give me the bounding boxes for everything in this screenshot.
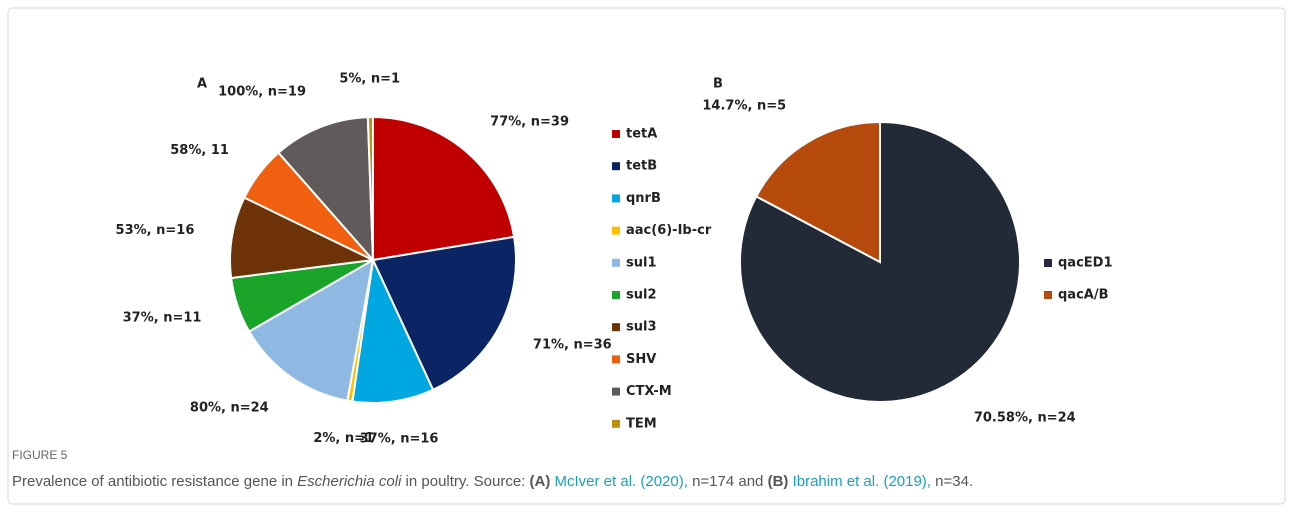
panel-ref: (B): [767, 473, 789, 490]
legend-label: qacED1: [1058, 256, 1113, 271]
legend-swatch: [612, 323, 620, 332]
data-label: 5%, n=1: [339, 72, 400, 87]
legend-label: sul3: [626, 320, 657, 335]
data-label: 37%, n=11: [123, 310, 202, 325]
legend-label: qnrB: [626, 191, 661, 206]
legend-label: SHV: [626, 352, 656, 367]
data-label: 53%, n=16: [116, 223, 195, 238]
pie-slice: [247, 258, 375, 402]
species: Escherichia coli: [297, 473, 402, 490]
data-label: 2%, n=1: [313, 431, 374, 446]
data-label: 77%, n=39: [490, 115, 569, 130]
legend-swatch: [612, 387, 620, 396]
caption-text: Prevalence of antibiotic resistance gene…: [12, 473, 298, 490]
data-label: 70.58%, n=24: [974, 410, 1076, 425]
data-label: 14.7%, n=5: [702, 99, 786, 114]
figure-caption: Prevalence of antibiotic resistance gene…: [12, 473, 973, 490]
legend-label: aac(6)-Ib-cr: [626, 223, 712, 238]
pie-slice: [277, 116, 375, 263]
legend-swatch: [612, 226, 620, 235]
pie-slice: [229, 196, 377, 280]
data-label: 71%, n=36: [533, 337, 612, 352]
pie-slice: [739, 120, 1021, 403]
caption-text: n=34.: [930, 473, 974, 490]
legend-swatch: [1044, 259, 1052, 267]
legend-label: sul2: [626, 288, 657, 303]
data-label: 100%, n=19: [218, 84, 306, 99]
panel-title: B: [713, 77, 723, 92]
data-label: 37%, n=16: [360, 432, 439, 447]
legend-label: sul1: [626, 255, 657, 270]
figure-label: FIGURE 5: [12, 448, 68, 462]
legend-swatch: [612, 355, 620, 364]
caption-text: in poultry. Source:: [401, 473, 530, 490]
panel-ref: (A): [529, 473, 551, 490]
legend-label: tetB: [626, 159, 657, 174]
legend-swatch: [612, 291, 620, 299]
data-label: 58%, 11: [170, 143, 229, 158]
legend-swatch: [612, 258, 620, 267]
citation[interactable]: Ibrahim et al. (2019),: [788, 473, 931, 490]
legend-label: qacA/B: [1058, 288, 1109, 303]
pie-slice: [351, 256, 435, 404]
caption-text: n=174 and: [687, 473, 768, 490]
citation[interactable]: McIver et al. (2020),: [550, 473, 688, 490]
legend-swatch: [1044, 291, 1052, 299]
panel-title: A: [197, 77, 207, 92]
pie-slice: [371, 235, 517, 392]
pie-slice: [366, 115, 374, 261]
legend-label: tetA: [626, 127, 657, 142]
legend-swatch: [612, 162, 620, 171]
legend-swatch: [612, 130, 620, 138]
pie-slice: [754, 120, 881, 264]
legend-swatch: [612, 419, 620, 428]
legend-swatch: [612, 194, 620, 203]
frame: [7, 7, 1286, 505]
legend-label: CTX-M: [626, 384, 672, 399]
data-label: 80%, n=24: [190, 400, 269, 415]
pie-slice: [372, 115, 516, 262]
legend-label: TEM: [626, 416, 657, 431]
